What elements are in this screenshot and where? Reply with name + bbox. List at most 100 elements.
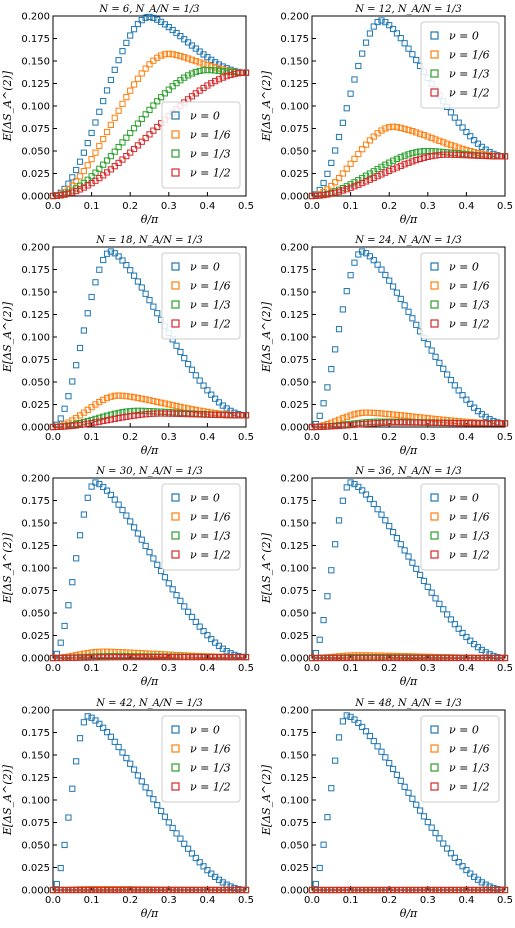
data-point <box>173 830 180 837</box>
data-point <box>150 397 157 405</box>
data-point <box>459 124 466 131</box>
data-point <box>173 651 180 659</box>
panel-title: N = 30, N_A/N = 1/3 <box>95 466 203 477</box>
data-point <box>362 141 370 148</box>
data-point <box>196 377 203 384</box>
data-point <box>165 410 172 417</box>
data-point <box>150 410 157 417</box>
data-point <box>157 52 165 59</box>
data-point <box>420 154 428 161</box>
data-point <box>73 187 80 195</box>
data-point <box>382 886 389 894</box>
data-point <box>169 410 176 417</box>
data-point <box>177 348 184 356</box>
data-point <box>370 418 377 425</box>
data-point <box>119 48 126 55</box>
data-point <box>150 555 157 562</box>
y-tick-label: 0.050 <box>21 378 50 389</box>
data-point <box>146 410 153 418</box>
legend: ν = 0 ν = 1/6 ν = 1/3 ν = 1/2 <box>161 101 241 189</box>
data-point <box>208 411 215 418</box>
data-point <box>366 420 373 427</box>
legend-marker <box>171 744 180 753</box>
x-tick-label: 0.4 <box>458 663 474 674</box>
data-point <box>401 302 408 309</box>
data-point <box>119 139 126 146</box>
data-point <box>231 654 238 661</box>
legend-label: ν = 1/6 <box>449 743 490 756</box>
data-point <box>100 161 107 168</box>
data-point <box>65 602 72 609</box>
data-point <box>111 148 118 155</box>
data-point <box>242 886 250 894</box>
data-point <box>409 654 416 662</box>
data-point <box>223 653 230 660</box>
data-point <box>397 777 404 784</box>
data-point <box>328 159 335 166</box>
data-point <box>347 412 354 419</box>
data-point <box>107 153 115 160</box>
data-point <box>416 571 424 579</box>
y-tick-label: 0.025 <box>280 400 309 411</box>
y-tick-label: 0.000 <box>21 886 50 897</box>
data-point <box>447 850 455 857</box>
data-point <box>65 180 72 187</box>
data-point <box>73 758 80 765</box>
y-tick-label: 0.150 <box>280 57 309 68</box>
legend-marker <box>171 262 180 271</box>
data-point <box>335 188 343 195</box>
data-point <box>378 266 385 273</box>
data-point <box>177 410 184 417</box>
data-point <box>185 360 192 368</box>
data-point <box>215 411 223 419</box>
x-tick-label: 0.2 <box>122 895 138 906</box>
y-tick-label: 0.075 <box>280 586 309 597</box>
data-point <box>332 423 339 430</box>
data-point <box>474 886 482 894</box>
data-point <box>88 173 95 180</box>
legend-label: ν = 1/6 <box>449 511 490 524</box>
y-tick-label: 0.075 <box>280 355 309 366</box>
data-point <box>386 760 393 767</box>
data-point <box>73 422 80 429</box>
data-point <box>57 415 64 422</box>
data-point <box>347 184 354 191</box>
data-point <box>359 409 366 416</box>
data-point <box>382 654 389 662</box>
data-point <box>130 394 138 401</box>
data-point <box>53 886 60 894</box>
data-point <box>436 359 443 366</box>
data-point <box>134 649 142 657</box>
x-tick-label: 0.4 <box>199 201 215 212</box>
data-point <box>366 732 373 740</box>
data-point <box>440 606 447 613</box>
x-tick-label: 0.0 <box>45 663 61 674</box>
data-point <box>405 413 412 420</box>
legend-label: ν = 1/3 <box>449 530 490 543</box>
data-point <box>100 724 107 731</box>
data-point <box>165 886 172 894</box>
data-point <box>80 654 87 661</box>
data-point <box>498 654 505 662</box>
data-point <box>370 409 377 417</box>
data-point <box>196 59 203 66</box>
data-point <box>165 409 172 416</box>
x-tick-label: 0.0 <box>304 895 320 906</box>
data-point <box>328 785 335 792</box>
x-tick-label: 0.0 <box>45 895 61 906</box>
data-point <box>393 886 401 894</box>
x-tick-label: 0.2 <box>381 201 397 212</box>
data-point <box>467 637 474 644</box>
data-point <box>161 886 169 894</box>
data-point <box>130 766 138 773</box>
data-point <box>115 654 122 661</box>
y-tick-label: 0.200 <box>21 243 50 254</box>
y-tick-label: 0.150 <box>21 519 50 530</box>
data-point <box>227 650 234 657</box>
data-point <box>432 136 439 143</box>
data-point <box>157 410 165 417</box>
panel-title: N = 12, N_A/N = 1/3 <box>354 4 462 15</box>
x-axis-label: θ/π <box>141 213 159 226</box>
legend-label: ν = 1/2 <box>190 318 231 331</box>
data-point <box>146 549 153 556</box>
